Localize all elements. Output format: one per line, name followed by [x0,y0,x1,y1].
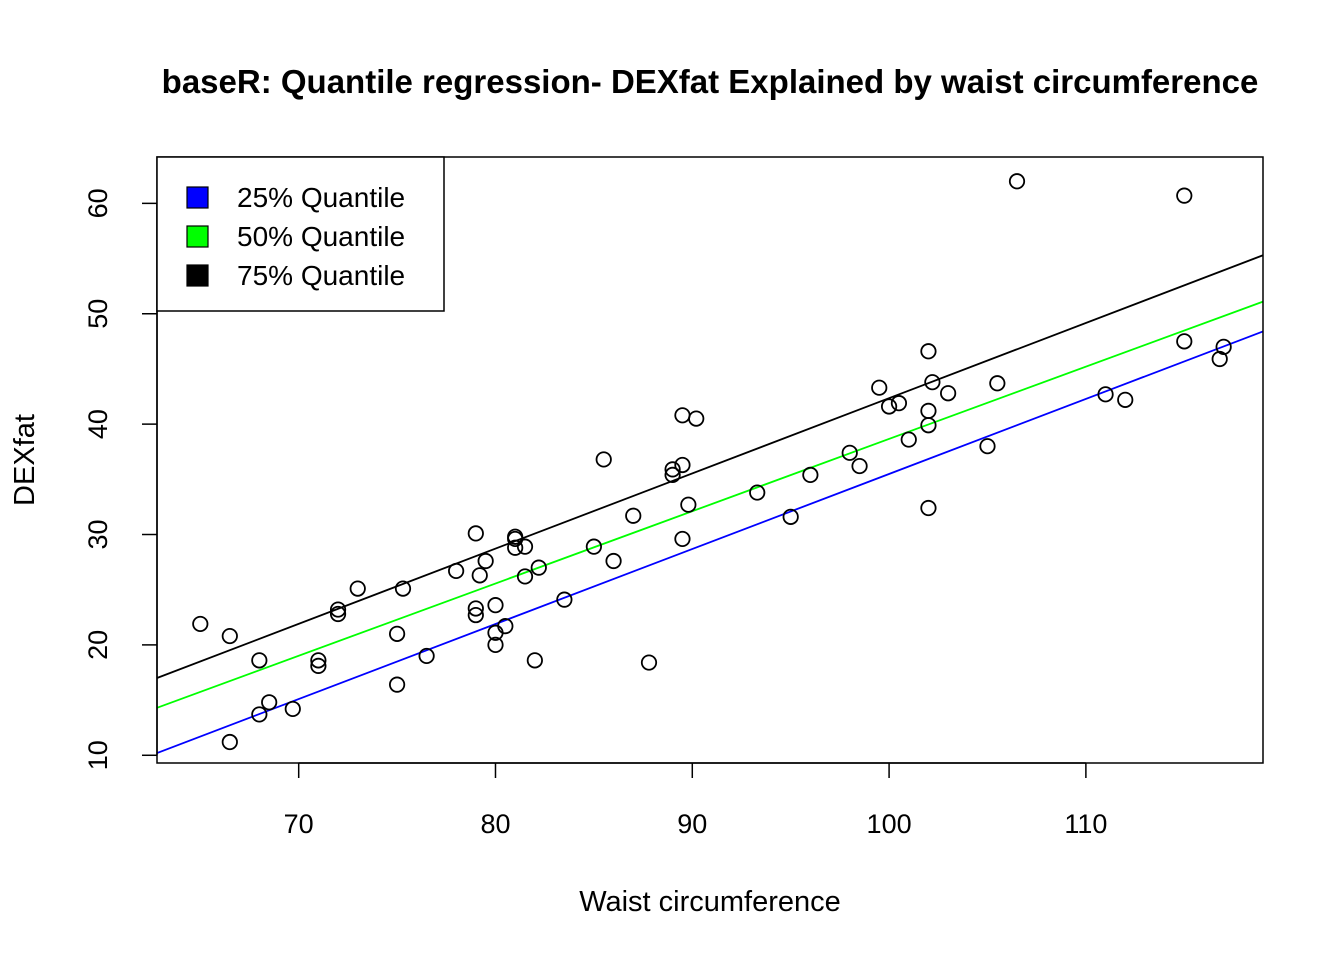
data-point [890,395,908,412]
legend: 25% Quantile 50% Quantile 75% Quantile [156,156,445,312]
data-point [674,530,691,548]
data-point [880,398,898,415]
legend-swatch [186,225,209,248]
data-point [871,379,888,396]
data-point [1117,391,1134,408]
data-point [497,618,514,635]
data-point [1215,338,1232,355]
quantile-line-2 [156,300,1264,709]
data-point [487,597,504,614]
data-point [516,538,534,555]
chart-title: baseR: Quantile regression- DEXfat Expla… [162,63,1259,100]
data-point [192,615,209,633]
data-point [674,407,691,424]
data-point [900,431,917,448]
data-points [192,173,1232,751]
y-tick-label: 20 [83,630,113,660]
data-point [221,733,238,751]
data-point [284,700,301,718]
legend-label: 75% Quantile [237,260,405,291]
data-point [1176,187,1193,204]
data-point [507,539,524,556]
data-point [688,410,705,427]
data-point [329,605,347,623]
data-point [471,567,488,584]
data-point [940,385,957,402]
data-point [477,552,494,570]
data-point [664,461,681,478]
x-axis: 70 80 90 100 110 [284,762,1107,839]
x-tick-label: 100 [867,809,912,839]
legend-swatch [186,186,209,209]
data-point [920,343,937,360]
regression-lines [156,254,1264,754]
data-point [782,508,799,525]
data-point [841,444,858,461]
data-point [388,676,406,693]
x-tick-label: 110 [1064,809,1107,839]
data-point [920,402,937,419]
data-point [261,694,278,711]
data-point [487,636,504,653]
data-point [920,499,937,517]
x-tick-label: 80 [480,809,510,839]
y-axis: 10 20 30 40 50 60 [83,188,158,770]
data-point [920,417,937,434]
y-tick-label: 40 [83,409,113,439]
data-point [1008,173,1026,190]
data-point [507,530,524,548]
data-point [251,652,268,669]
data-point [329,601,347,618]
data-point [664,466,681,484]
data-point [530,559,547,576]
data-point [448,562,465,580]
data-point [680,496,697,513]
data-point [979,438,996,455]
y-axis-label: DEXfat [9,414,41,506]
y-tick-label: 50 [83,299,113,329]
data-point [310,652,327,669]
data-point [640,654,658,671]
quantile-line-3 [156,254,1264,679]
legend-label: 25% Quantile [237,182,405,213]
data-point [851,457,868,475]
data-point [418,647,435,665]
data-point [310,657,327,674]
legend-swatch [186,264,209,287]
data-point [221,627,238,645]
data-point [467,525,484,542]
data-point [467,606,484,624]
data-point [585,538,602,555]
data-point [625,507,642,524]
legend-label: 50% Quantile [237,221,405,252]
data-point [467,600,484,617]
y-tick-label: 10 [83,740,113,770]
x-tick-label: 90 [677,809,707,839]
quantile-line-1 [156,330,1264,754]
y-tick-label: 30 [83,519,113,549]
data-point [1097,386,1114,403]
data-point [251,706,268,723]
data-point [394,580,412,597]
data-point [605,552,622,570]
data-point [924,374,941,391]
data-point [388,625,406,642]
data-point [989,375,1006,392]
data-point [802,466,819,484]
data-point [526,652,543,669]
data-point [749,484,766,501]
data-point [349,580,366,597]
data-point [595,451,612,468]
y-tick-label: 60 [83,188,113,218]
data-point [674,456,691,474]
x-axis-label: Waist circumference [579,886,841,918]
data-point [556,591,573,608]
x-tick-label: 70 [284,809,314,839]
data-point [1176,333,1193,350]
data-point [516,568,534,585]
